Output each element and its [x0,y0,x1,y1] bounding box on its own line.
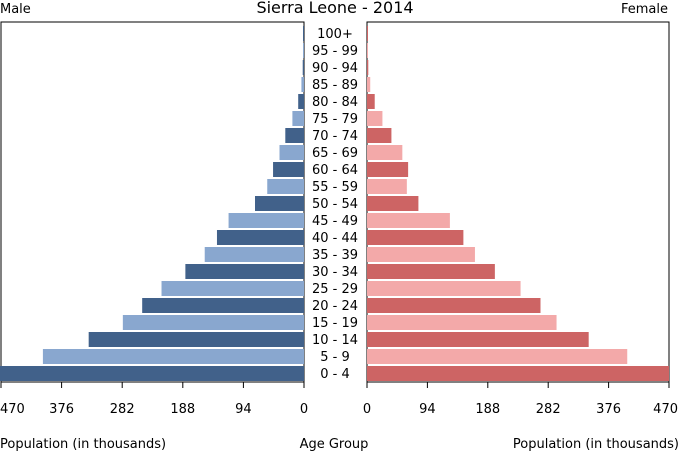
age-label-7: 35 - 39 [312,248,358,263]
age-label-0: 0 - 4 [320,367,350,382]
female-tick-label-0: 0 [363,402,371,417]
male-bar-0 [0,366,305,381]
age-label-20: 100+ [317,27,353,42]
male-bar-20 [303,26,304,41]
male-bar-7 [204,247,304,262]
age-label-14: 70 - 74 [312,129,358,144]
female-bar-10 [367,196,419,211]
age-label-15: 75 - 79 [312,112,358,127]
age-label-1: 5 - 9 [320,350,350,365]
male-bar-5 [161,281,304,296]
female-tick-label-5: 470 [653,402,678,417]
age-label-13: 65 - 69 [312,146,358,161]
female-bar-2 [367,332,589,347]
age-label-4: 20 - 24 [312,299,358,314]
male-tick-label-3: 188 [170,402,195,417]
female-tick-label-4: 376 [596,402,621,417]
female-bar-18 [367,60,369,75]
male-bar-1 [42,349,304,364]
male-tick-label-1: 376 [49,402,74,417]
male-bar-13 [279,145,304,160]
male-bar-16 [298,94,304,109]
male-tick-label-0: 470 [0,402,25,417]
female-bar-4 [367,298,541,313]
male-tick-label-2: 282 [110,402,135,417]
age-label-18: 90 - 94 [312,61,358,76]
female-bar-16 [367,94,375,109]
male-tick-label-5: 0 [300,402,308,417]
male-bar-14 [285,128,304,143]
male-label: Male [0,2,31,17]
female-label: Female [621,2,668,17]
female-tick-label-2: 188 [475,402,500,417]
male-bar-17 [301,77,304,92]
age-label-19: 95 - 99 [312,44,358,59]
female-bar-19 [367,43,368,58]
male-bar-4 [142,298,304,313]
male-bar-8 [216,230,304,245]
female-bar-8 [367,230,464,245]
age-label-8: 40 - 44 [312,231,358,246]
female-bar-5 [367,281,521,296]
male-bar-15 [292,111,304,126]
male-bar-3 [122,315,304,330]
age-label-12: 60 - 64 [312,163,358,178]
female-bar-6 [367,264,495,279]
age-label-5: 25 - 29 [312,282,358,297]
female-bar-14 [367,128,392,143]
female-bar-13 [367,145,403,160]
male-bar-2 [88,332,304,347]
male-bar-19 [303,43,304,58]
female-bar-15 [367,111,383,126]
age-group-labels: 0 - 4 5 - 9 10 - 14 15 - 19 20 - 24 25 - 29 30… [312,27,358,382]
female-bar-7 [367,247,475,262]
male-axis-ticks: 470 376 282 188 94 0 [0,382,308,417]
male-tick-label-4: 94 [235,402,252,417]
female-bars [367,26,669,381]
male-bar-12 [273,162,304,177]
female-bar-1 [367,349,628,364]
female-bar-0 [367,366,669,381]
age-label-6: 30 - 34 [312,265,358,280]
male-bar-10 [255,196,304,211]
female-bar-3 [367,315,557,330]
male-bar-9 [228,213,304,228]
age-axis-title: Age Group [300,437,369,452]
female-bar-9 [367,213,450,228]
female-bar-20 [367,26,368,41]
age-label-2: 10 - 14 [312,333,358,348]
female-bar-12 [367,162,409,177]
female-axis-title: Population (in thousands) [513,437,679,452]
age-label-9: 45 - 49 [312,214,358,229]
age-label-17: 85 - 89 [312,78,358,93]
female-bar-11 [367,179,407,194]
male-bars [0,26,305,381]
male-bar-11 [267,179,304,194]
male-bar-6 [185,264,304,279]
female-bar-17 [367,77,371,92]
female-tick-label-3: 282 [536,402,561,417]
age-label-3: 15 - 19 [312,316,358,331]
male-bar-18 [302,60,304,75]
female-tick-label-1: 94 [419,402,436,417]
female-axis-ticks: 0 94 188 282 376 470 [363,382,678,417]
male-axis-title: Population (in thousands) [0,437,166,452]
age-label-11: 55 - 59 [312,180,358,195]
chart-title: Sierra Leone - 2014 [256,0,413,17]
age-label-16: 80 - 84 [312,95,358,110]
age-label-10: 50 - 54 [312,197,358,212]
